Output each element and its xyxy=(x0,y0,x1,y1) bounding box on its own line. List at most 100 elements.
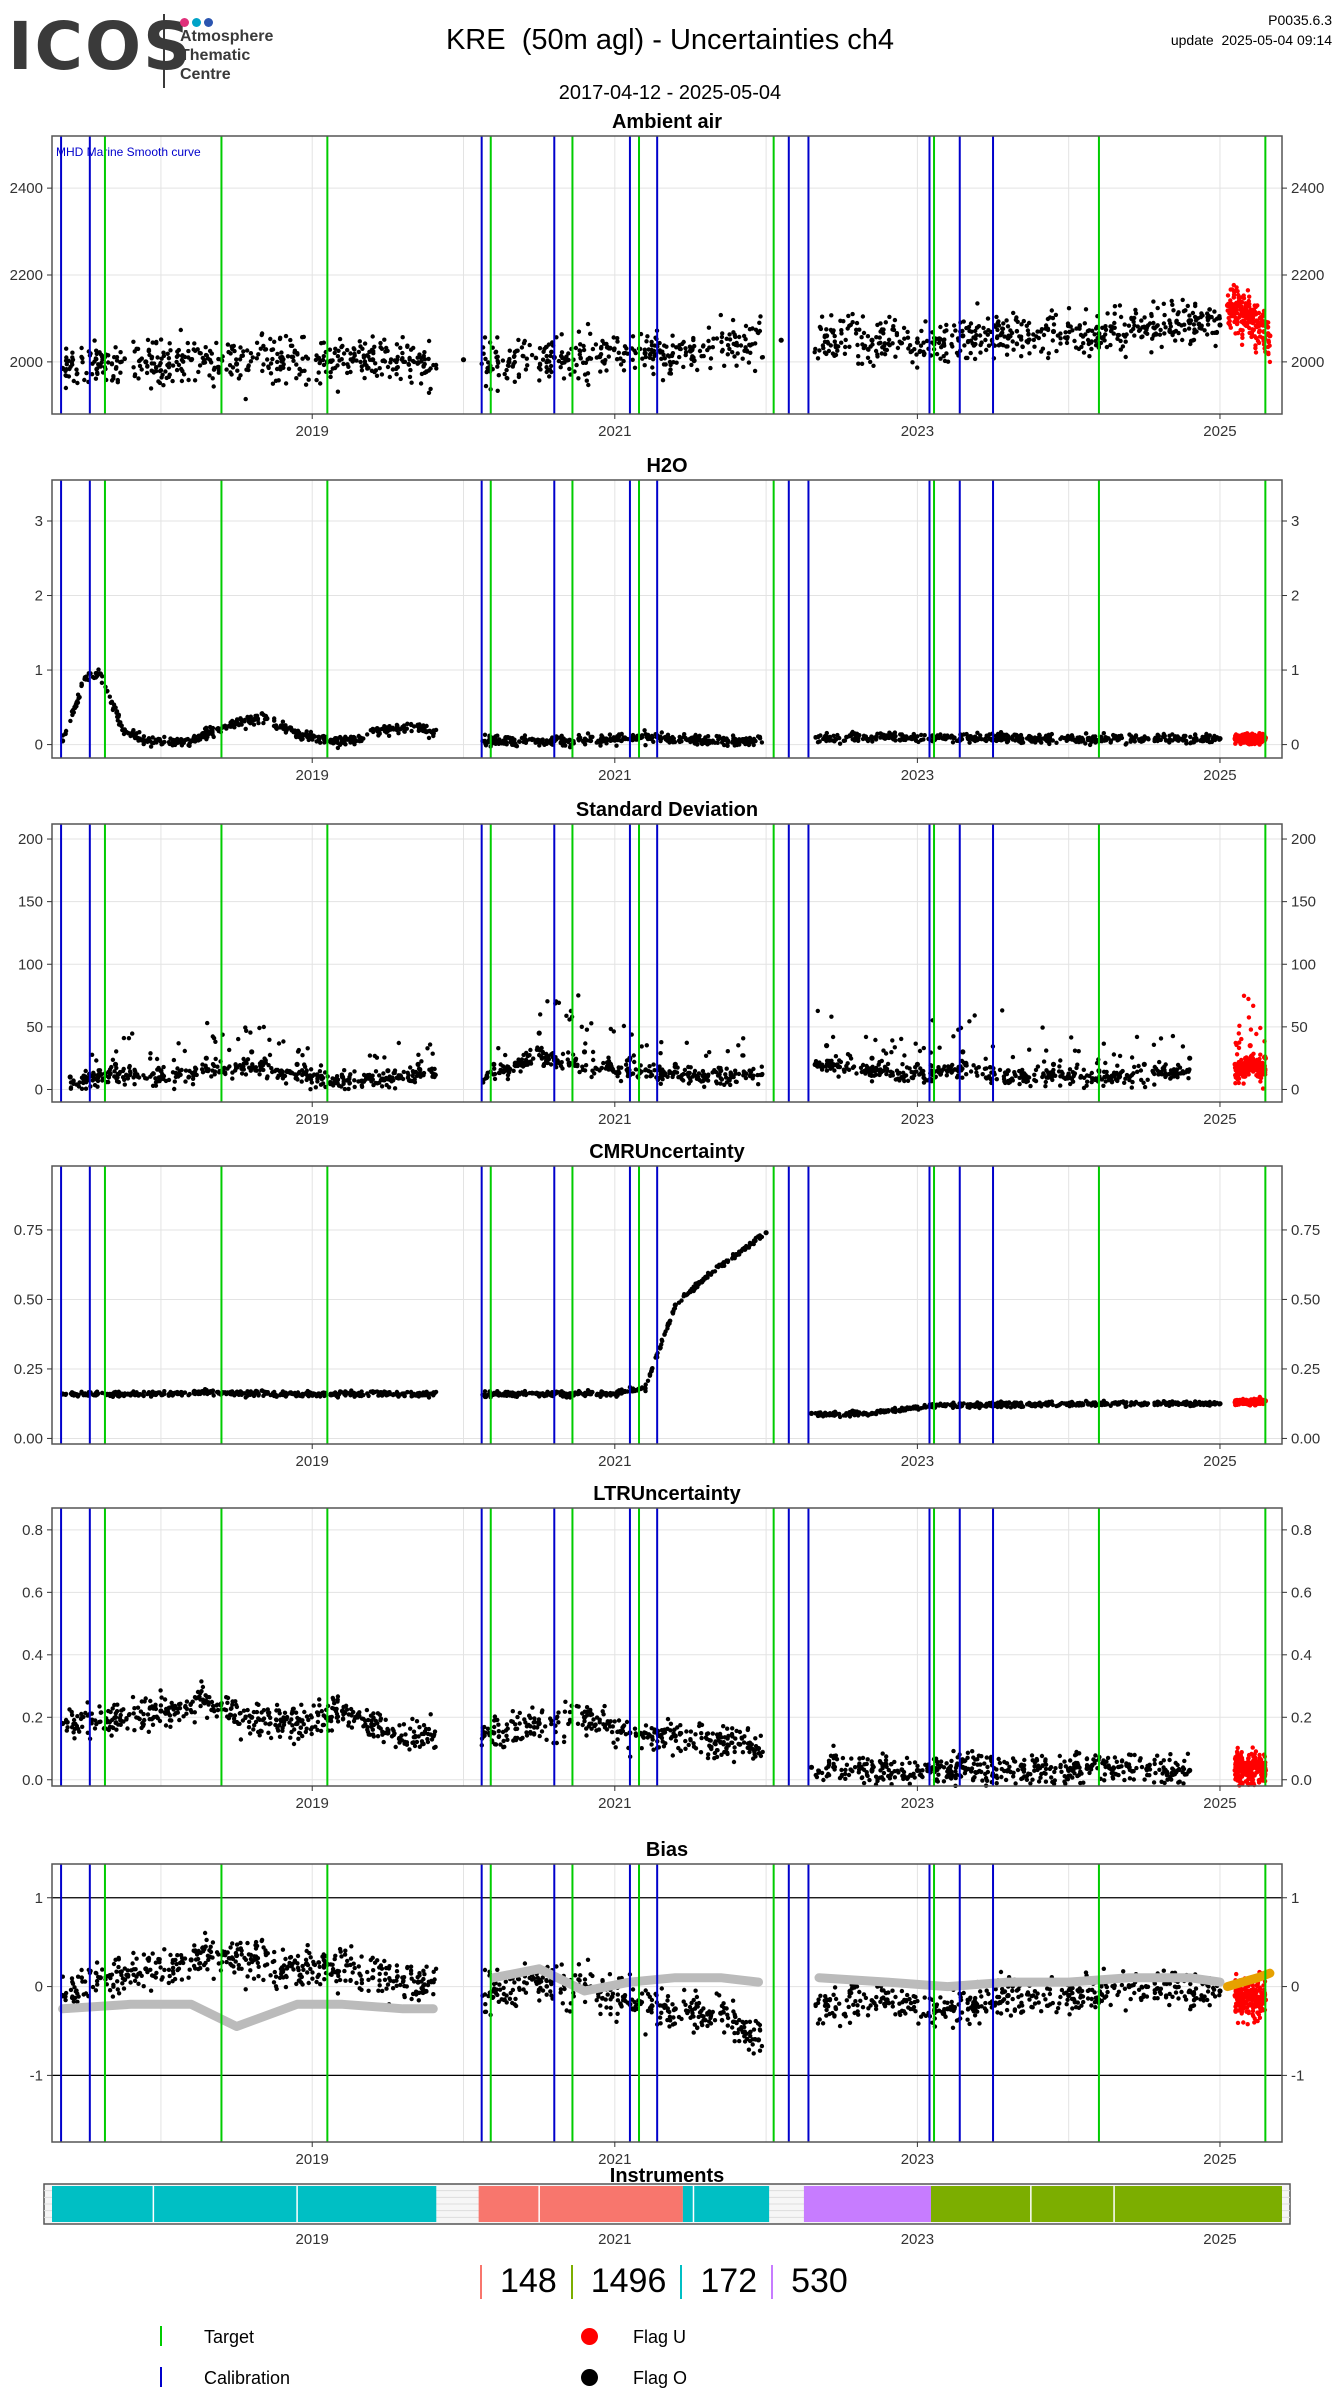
data-point xyxy=(1014,341,1020,347)
data-point xyxy=(1136,1063,1141,1069)
data-point xyxy=(972,356,978,362)
data-point xyxy=(614,357,620,362)
data-point xyxy=(703,738,709,744)
data-point xyxy=(576,329,582,334)
data-point xyxy=(193,348,198,353)
data-point xyxy=(1005,335,1011,341)
data-point xyxy=(245,348,250,353)
data-point xyxy=(248,351,254,356)
data-point xyxy=(1241,1081,1246,1086)
data-point xyxy=(277,366,283,372)
data-point xyxy=(994,1077,999,1082)
data-point xyxy=(351,346,356,351)
data-point xyxy=(738,343,744,348)
data-point xyxy=(733,1071,738,1076)
data-point xyxy=(941,354,946,359)
data-point xyxy=(109,362,115,367)
data-point xyxy=(356,1079,361,1084)
data-point xyxy=(348,369,353,375)
data-point xyxy=(210,376,215,381)
data-point xyxy=(215,1064,220,1069)
data-point xyxy=(643,732,648,737)
data-point xyxy=(649,1073,655,1078)
data-point xyxy=(968,1069,974,1074)
data-point xyxy=(109,699,115,704)
data-point xyxy=(1044,1068,1049,1073)
data-point xyxy=(951,1034,956,1039)
data-point xyxy=(181,372,187,377)
data-point xyxy=(650,349,656,354)
data-point xyxy=(527,1053,532,1058)
data-point xyxy=(1152,1082,1157,1087)
data-point xyxy=(747,1068,752,1073)
data-point xyxy=(243,396,248,402)
data-point xyxy=(246,363,251,368)
data-point xyxy=(1224,302,1231,308)
data-point xyxy=(294,1061,300,1067)
data-point xyxy=(576,376,581,381)
data-point xyxy=(234,361,240,367)
data-point xyxy=(1050,338,1056,343)
data-point xyxy=(1247,304,1252,309)
data-point xyxy=(327,347,333,352)
data-point xyxy=(582,372,588,377)
data-point xyxy=(496,1070,502,1076)
data-point xyxy=(996,319,1001,324)
data-point xyxy=(305,1075,310,1081)
data-point xyxy=(695,742,700,747)
data-point xyxy=(824,734,830,740)
data-point xyxy=(90,1078,96,1083)
xtick-label: 2025 xyxy=(1203,1111,1236,1128)
data-point xyxy=(1043,323,1049,328)
data-point xyxy=(239,353,244,359)
data-point xyxy=(1266,351,1271,357)
data-point xyxy=(1227,318,1232,324)
data-point xyxy=(411,359,417,365)
data-point xyxy=(1085,1079,1090,1084)
data-point xyxy=(1231,282,1237,288)
data-point xyxy=(938,1072,943,1077)
data-point xyxy=(573,345,579,351)
data-point xyxy=(394,726,399,731)
data-point xyxy=(1188,734,1193,740)
data-point xyxy=(586,382,591,388)
data-point xyxy=(950,734,955,739)
data-point xyxy=(121,1035,127,1041)
data-point xyxy=(183,1079,188,1084)
data-point xyxy=(289,354,294,359)
data-point xyxy=(567,1063,572,1068)
data-point xyxy=(63,373,68,378)
data-point xyxy=(869,1079,875,1084)
data-point xyxy=(1228,298,1233,303)
data-point xyxy=(725,740,730,745)
data-point xyxy=(153,365,159,370)
data-point xyxy=(714,1081,720,1086)
data-point xyxy=(1157,332,1163,337)
data-point xyxy=(1124,332,1129,337)
data-point xyxy=(863,1034,869,1040)
data-point xyxy=(273,378,279,383)
data-point xyxy=(1019,740,1024,746)
data-point xyxy=(865,334,871,339)
data-point xyxy=(900,1062,905,1067)
data-point xyxy=(186,348,191,354)
data-point xyxy=(1066,736,1072,742)
data-point xyxy=(143,738,149,744)
data-point xyxy=(318,381,323,386)
data-point xyxy=(671,738,676,743)
data-point xyxy=(300,356,305,361)
data-point xyxy=(350,737,355,742)
data-point xyxy=(850,311,855,317)
data-point xyxy=(1258,1025,1263,1031)
data-point xyxy=(921,737,926,742)
data-point xyxy=(1112,304,1118,309)
data-point xyxy=(720,331,725,336)
data-point xyxy=(500,1064,506,1069)
data-point xyxy=(430,1051,435,1056)
data-point xyxy=(358,359,363,365)
data-point xyxy=(1234,1052,1240,1057)
data-point xyxy=(1045,326,1051,331)
data-point xyxy=(1035,736,1040,741)
data-point xyxy=(909,349,915,354)
